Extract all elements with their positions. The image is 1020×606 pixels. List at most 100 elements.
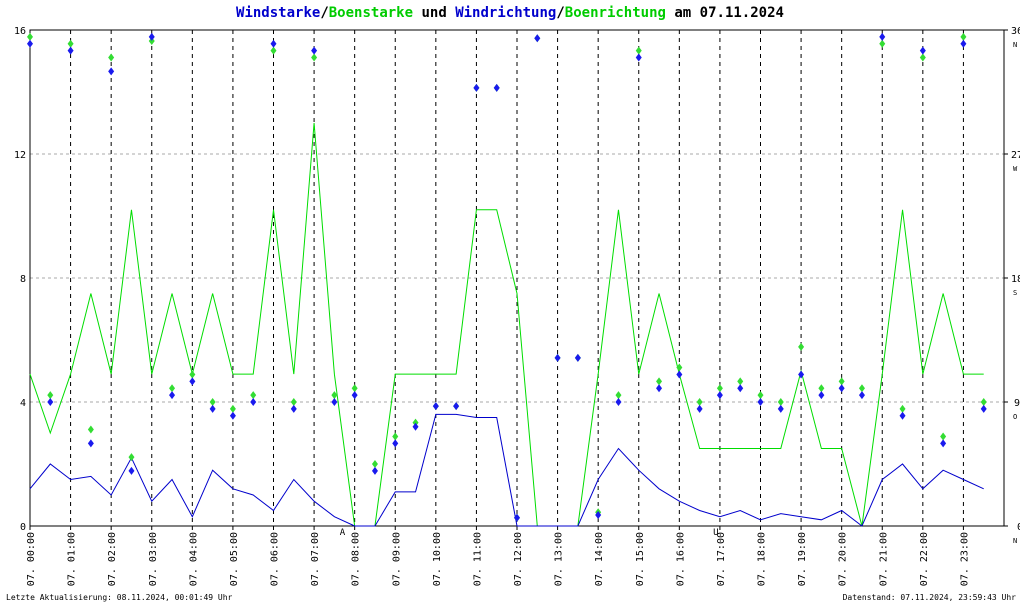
- title-part: /: [556, 5, 564, 21]
- direction-point: [189, 370, 196, 379]
- x-tick-label: 07. 19:00: [797, 532, 808, 586]
- y2-tick-label: 0: [1017, 522, 1020, 533]
- title-part: /: [320, 5, 328, 21]
- direction-point: [777, 398, 784, 406]
- direction-point: [838, 377, 845, 386]
- direction-point: [514, 513, 520, 522]
- direction-point: [473, 83, 480, 92]
- direction-point: [615, 398, 622, 406]
- x-tick-label: 07. 02:00: [107, 532, 118, 586]
- x-tick-label: 07. 00:00: [26, 532, 37, 586]
- x-tick-label: 07. 05:00: [229, 532, 240, 586]
- x-tick-label: 07. 20:00: [838, 532, 849, 586]
- x-tick-label: 07. 22:00: [919, 532, 930, 586]
- direction-point: [858, 384, 865, 393]
- chart-title: Windstarke/Boenstarke und Windrichtung/B…: [236, 5, 784, 21]
- direction-point: [87, 425, 94, 434]
- direction-point: [635, 53, 642, 62]
- direction-point: [351, 384, 358, 393]
- y2-tick-label: 270: [1011, 150, 1020, 161]
- x-tick-label: 07. 13:00: [554, 532, 565, 586]
- title-part: Windrichtung: [455, 5, 556, 21]
- x-tick-label: 07. 18:00: [757, 532, 768, 586]
- direction-point: [919, 46, 926, 55]
- x-tick-label: 07. 16:00: [675, 532, 686, 586]
- direction-point: [270, 39, 277, 48]
- direction-point: [371, 460, 378, 468]
- direction-point: [27, 39, 33, 48]
- direction-point: [737, 384, 744, 393]
- y2-direction-label: N: [1013, 41, 1017, 49]
- title-part: Boenstarke: [329, 5, 413, 21]
- direction-point: [757, 398, 764, 406]
- direction-point: [960, 39, 967, 48]
- direction-point: [128, 453, 135, 462]
- direction-point: [696, 404, 703, 413]
- footer-right: Datenstand: 07.11.2024, 23:59:43 Uhr: [843, 593, 1017, 602]
- direction-point: [229, 404, 236, 413]
- x-tick-label: 07. 23:00: [959, 532, 970, 586]
- direction-point: [676, 363, 683, 372]
- direction-point: [250, 391, 257, 400]
- direction-point: [899, 411, 906, 420]
- y-tick-label: 12: [14, 150, 26, 161]
- x-tick-label: 07. 17:00: [716, 532, 727, 586]
- direction-point: [940, 439, 947, 448]
- x-tick-label: 07. 08:00: [351, 532, 362, 586]
- direction-point: [493, 83, 500, 92]
- direction-point: [331, 391, 338, 400]
- direction-point: [209, 398, 216, 406]
- direction-point: [392, 432, 399, 441]
- direction-point: [595, 510, 602, 519]
- y-tick-label: 16: [14, 26, 26, 37]
- direction-point: [351, 391, 358, 400]
- direction-point: [798, 370, 805, 379]
- direction-point: [656, 377, 663, 386]
- x-tick-label: 07. 07:00: [310, 532, 321, 586]
- direction-point: [250, 398, 257, 406]
- sun-marker: A: [340, 528, 346, 538]
- direction-point: [716, 391, 723, 400]
- direction-point: [290, 404, 297, 413]
- x-tick-label: 07. 15:00: [635, 532, 646, 586]
- y2-tick-label: 180: [1011, 274, 1020, 285]
- sun-marker: U: [713, 528, 718, 538]
- direction-point: [67, 39, 74, 48]
- direction-point: [331, 398, 338, 406]
- direction-point: [879, 39, 886, 48]
- x-tick-label: 07. 21:00: [878, 532, 889, 586]
- direction-point: [108, 53, 115, 62]
- direction-point: [554, 353, 561, 362]
- direction-point: [574, 353, 581, 362]
- direction-point: [392, 439, 399, 448]
- direction-point: [656, 384, 663, 393]
- direction-point: [777, 404, 784, 413]
- direction-point: [960, 32, 967, 41]
- direction-point: [229, 411, 236, 420]
- direction-point: [128, 466, 135, 475]
- x-tick-label: 07. 09:00: [391, 532, 402, 586]
- direction-point: [148, 37, 155, 46]
- series-line: [29, 122, 984, 527]
- direction-point: [169, 391, 176, 400]
- y2-direction-label: O: [1013, 413, 1017, 421]
- title-part: Boenrichtung: [565, 5, 666, 21]
- direction-point: [169, 384, 176, 393]
- footer-left: Letzte Aktualisierung: 08.11.2024, 00:01…: [6, 593, 233, 602]
- x-tick-label: 07. 04:00: [188, 532, 199, 586]
- x-tick-label: 07. 06:00: [270, 532, 281, 586]
- direction-point: [108, 67, 115, 76]
- x-tick-label: 07. 12:00: [513, 532, 524, 586]
- direction-point: [696, 398, 703, 406]
- direction-point: [432, 402, 439, 411]
- direction-point: [412, 418, 419, 427]
- y-tick-label: 0: [20, 522, 26, 533]
- direction-point: [879, 32, 886, 41]
- y2-direction-label: W: [1013, 165, 1018, 173]
- direction-point: [270, 46, 277, 55]
- direction-point: [47, 391, 54, 400]
- direction-point: [899, 404, 906, 413]
- direction-point: [189, 377, 196, 386]
